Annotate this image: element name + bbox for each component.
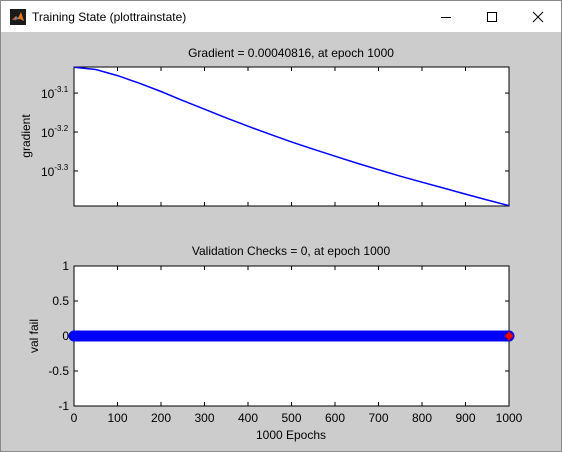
maximize-icon — [487, 11, 497, 22]
gradient-plot-area — [73, 66, 510, 207]
maximize-button[interactable] — [469, 1, 515, 32]
validation-x-tick-label: 0 — [71, 411, 78, 425]
validation-y-axis-label: val fail — [27, 319, 41, 353]
close-button[interactable] — [515, 1, 561, 32]
gradient-axes: Gradient = 0.00040816, at epoch 1000 10-… — [19, 46, 510, 207]
validation-y-tick-label: -1 — [58, 399, 69, 413]
minimize-button[interactable] — [423, 1, 469, 32]
validation-x-tick-label: 700 — [368, 411, 388, 425]
minimize-icon — [441, 16, 451, 18]
gradient-y-tick-label: 10-3.2 — [41, 124, 69, 140]
gradient-chart-title: Gradient = 0.00040816, at epoch 1000 — [188, 46, 394, 60]
validation-x-tick-label: 100 — [107, 411, 127, 425]
validation-x-ticks: 0 100 200 300 400 500 600 700 800 900 1000 — [71, 266, 523, 425]
gradient-y-axis-label: gradient — [19, 114, 33, 158]
validation-series — [68, 330, 515, 342]
validation-y-tick-label: 0.5 — [52, 294, 69, 308]
validation-axes: Validation Checks = 0, at epoch 1000 0 10… — [27, 244, 523, 442]
validation-y-ticks: 1 0.5 0 -0.5 -1 — [48, 259, 509, 413]
validation-x-tick-label: 500 — [281, 411, 301, 425]
close-icon — [532, 11, 544, 22]
validation-chart-title: Validation Checks = 0, at epoch 1000 — [192, 244, 391, 258]
validation-y-tick-label: 0 — [62, 329, 69, 343]
gradient-series-line — [73, 66, 510, 207]
validation-x-tick-label: 1000 — [496, 411, 523, 425]
validation-x-tick-label: 800 — [412, 411, 432, 425]
validation-x-tick-label: 200 — [151, 411, 171, 425]
validation-x-tick-label: 600 — [325, 411, 345, 425]
figure-canvas: Gradient = 0.00040816, at epoch 1000 10-… — [19, 46, 523, 442]
validation-x-axis-label: 1000 Epochs — [256, 428, 326, 442]
window-title: Training State (plottrainstate) — [32, 9, 187, 24]
gradient-y-tick-label: 10-3.1 — [41, 85, 69, 101]
gradient-y-ticks: 10-3.1 10-3.2 10-3.3 — [41, 85, 509, 179]
validation-y-tick-label: 1 — [62, 259, 69, 273]
validation-x-tick-label: 400 — [238, 411, 258, 425]
gradient-x-ticks — [73, 67, 510, 206]
validation-y-tick-label: -0.5 — [48, 364, 69, 378]
gradient-y-tick-label: 10-3.3 — [41, 163, 69, 179]
matlab-icon — [10, 8, 26, 25]
validation-x-tick-label: 900 — [455, 411, 475, 425]
title-bar[interactable]: Training State (plottrainstate) — [1, 1, 561, 32]
validation-end-marker — [504, 331, 514, 341]
validation-x-tick-label: 300 — [194, 411, 214, 425]
